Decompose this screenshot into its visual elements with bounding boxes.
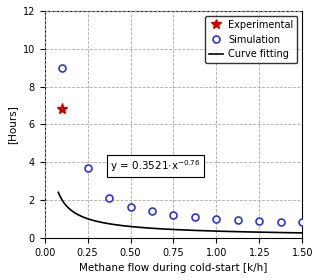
Legend: Experimental, Simulation, Curve fitting: Experimental, Simulation, Curve fitting [205, 16, 298, 63]
Text: y = 0.3521·x$^{-0.76}$: y = 0.3521·x$^{-0.76}$ [110, 158, 200, 174]
X-axis label: Methane flow during cold-start [k/h]: Methane flow during cold-start [k/h] [79, 263, 268, 273]
Y-axis label: [Hours]: [Hours] [7, 105, 17, 144]
